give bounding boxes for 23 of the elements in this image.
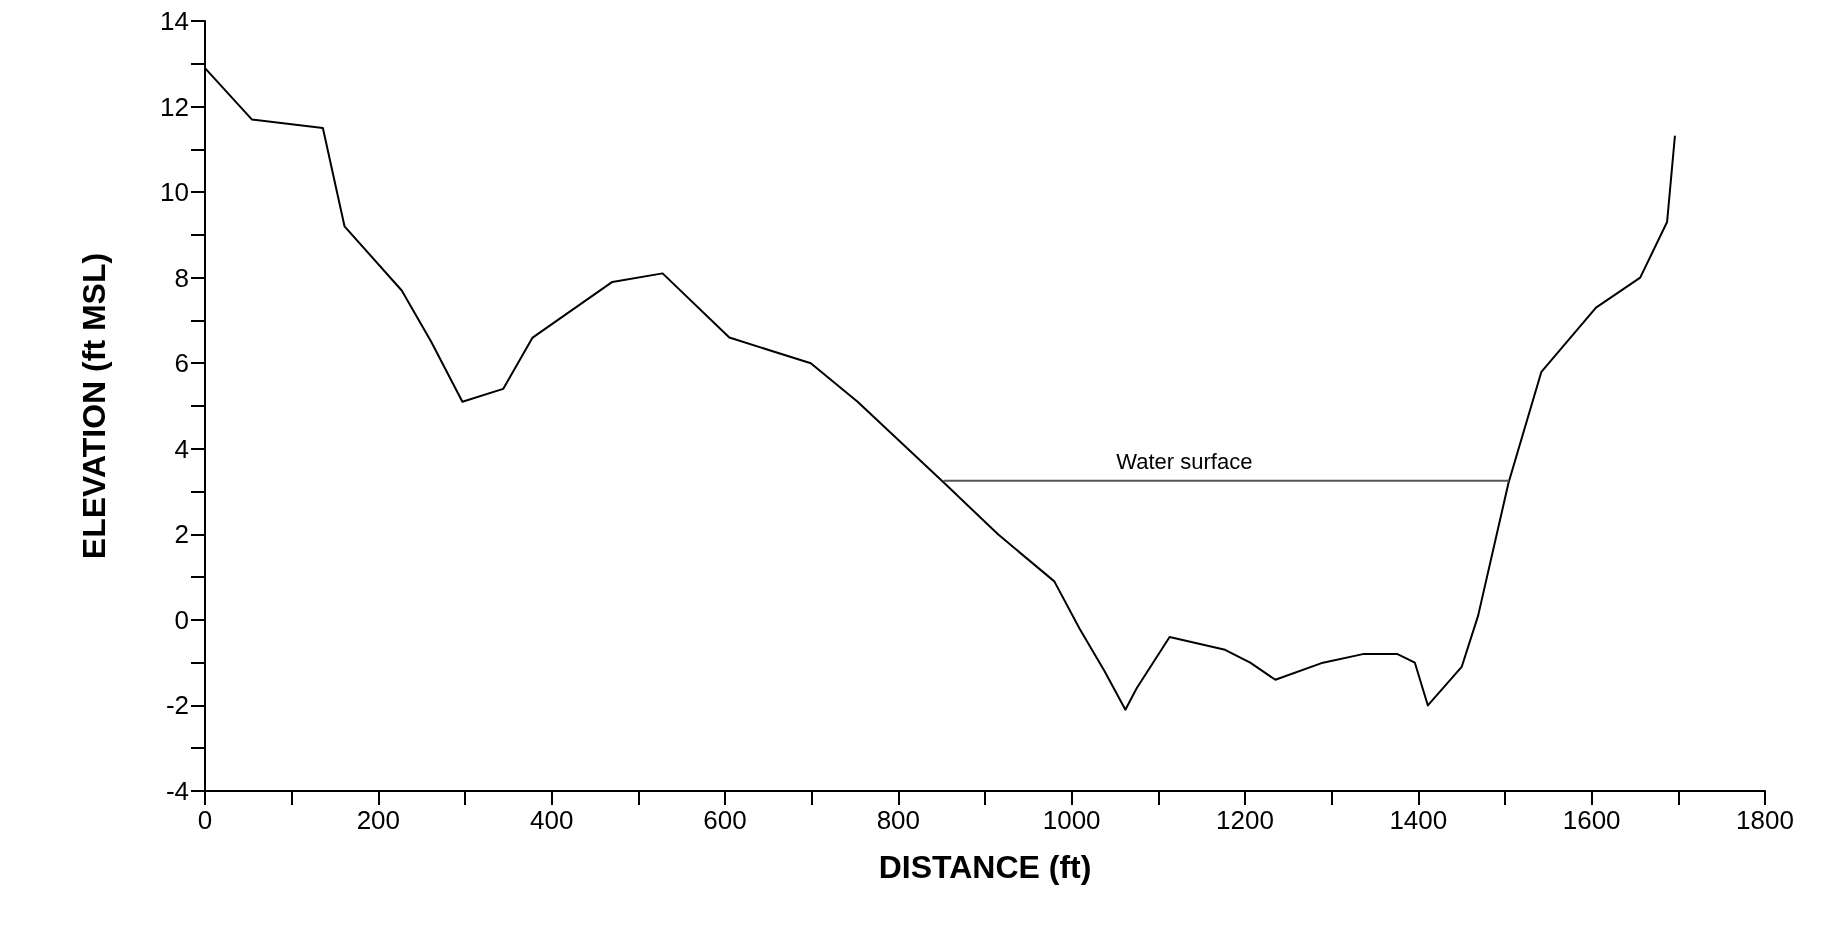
x-axis-title: DISTANCE (ft) bbox=[878, 849, 1092, 885]
y-tick-label: -2 bbox=[165, 690, 189, 721]
y-tick-label: 2 bbox=[174, 519, 189, 550]
x-tick-label: 1600 bbox=[1562, 805, 1621, 835]
x-tick-label: 1800 bbox=[1736, 805, 1794, 835]
y-tick-label: 14 bbox=[160, 6, 189, 36]
y-tick-label: 4 bbox=[174, 433, 189, 464]
x-tick-label: 400 bbox=[529, 805, 574, 835]
x-tick-label: 200 bbox=[356, 805, 401, 835]
y-tick-label: -4 bbox=[165, 776, 189, 806]
x-tick-label: 1000 bbox=[1042, 805, 1101, 835]
y-tick-label: 12 bbox=[160, 91, 189, 122]
annotation: Water surface bbox=[1116, 449, 1253, 475]
y-tick-label: 6 bbox=[174, 348, 189, 379]
y-tick-label: 10 bbox=[160, 177, 189, 208]
x-tick-label: 800 bbox=[876, 805, 921, 835]
x-tick-label: 1400 bbox=[1389, 805, 1448, 835]
y-tick-label: 8 bbox=[174, 262, 189, 293]
y-axis-title: ELEVATION (ft MSL) bbox=[76, 252, 112, 560]
x-tick-label: 1200 bbox=[1216, 805, 1274, 835]
x-tick-label: 600 bbox=[703, 805, 747, 835]
x-tick-label: 0 bbox=[197, 805, 213, 835]
y-tick-label: 0 bbox=[174, 604, 189, 635]
